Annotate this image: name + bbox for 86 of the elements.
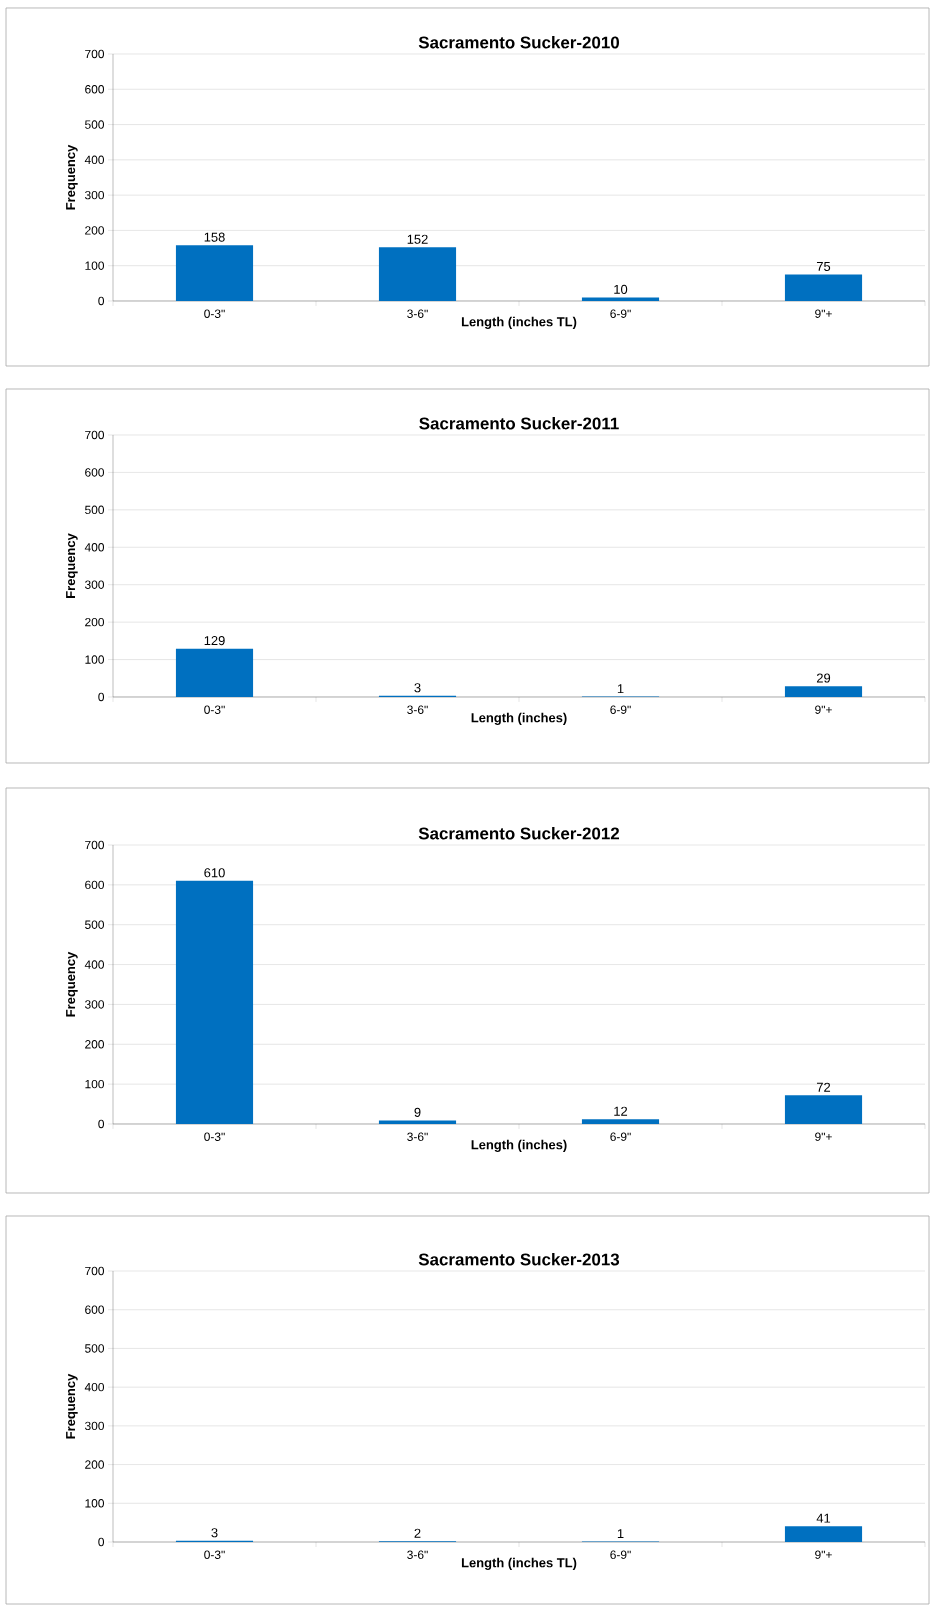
y-axis-title: Frequency	[66, 144, 78, 210]
chart-title: Sacramento Sucker-2012	[418, 827, 620, 840]
y-tick-label: 100	[85, 655, 105, 664]
y-tick-label: 100	[85, 1079, 105, 1089]
y-tick-label: 300	[84, 580, 105, 589]
data-label: 610	[204, 868, 225, 878]
x-tick-label: 0-3"	[204, 309, 225, 318]
x-tick-label: 3-6"	[407, 309, 428, 318]
data-label: 2	[414, 1528, 421, 1538]
y-tick-label: 400	[84, 543, 105, 552]
y-tick-label: 0	[98, 1119, 105, 1129]
x-tick-label: 6-9"	[610, 309, 631, 318]
data-label: 3	[211, 1528, 218, 1538]
x-axis-title: Length (inches)	[471, 712, 567, 725]
x-tick-label: 0-3"	[204, 705, 225, 714]
data-label: 129	[204, 636, 225, 646]
x-axis-title: Length (inches TL)	[461, 1557, 577, 1570]
x-tick-label: 9"+	[815, 705, 832, 714]
data-label: 75	[816, 261, 831, 271]
y-tick-label: 500	[85, 920, 105, 929]
y-tick-label: 600	[85, 880, 105, 890]
y-tick-label: 100	[85, 1499, 105, 1508]
bar	[784, 274, 863, 301]
y-tick-label: 0	[98, 692, 105, 702]
data-label: 41	[816, 1513, 831, 1523]
chart-title: Sacramento Sucker-2010	[418, 36, 619, 49]
y-tick-label: 500	[85, 1344, 105, 1353]
y-tick-label: 700	[85, 49, 105, 59]
x-axis-title: Length (inches TL)	[461, 316, 577, 329]
x-tick-label: 0-3"	[204, 1550, 225, 1559]
x-tick-label: 9"+	[815, 309, 832, 318]
y-tick-label: 300	[84, 1421, 105, 1431]
bar	[581, 297, 660, 301]
x-tick-label: 3-6"	[407, 1550, 428, 1559]
y-tick-label: 700	[85, 430, 105, 440]
chart-title: Sacramento Sucker-2013	[418, 1253, 620, 1266]
y-tick-label: 300	[84, 190, 105, 200]
x-tick-label: 3-6"	[407, 705, 428, 714]
x-tick-label: 6-9"	[610, 1132, 631, 1141]
y-tick-label: 0	[98, 296, 105, 306]
y-tick-label: 200	[85, 226, 105, 235]
y-tick-label: 200	[85, 1460, 105, 1469]
x-tick-label: 0-3"	[204, 1132, 225, 1141]
data-label: 1	[617, 1529, 624, 1539]
bar	[581, 1119, 660, 1124]
y-tick-label: 400	[84, 155, 105, 165]
y-tick-label: 300	[84, 1000, 105, 1009]
bar	[175, 880, 254, 1124]
bar	[175, 245, 254, 301]
data-label: 158	[204, 232, 225, 242]
bar	[784, 686, 863, 697]
bar	[378, 1120, 457, 1124]
y-axis-title: Frequency	[66, 533, 78, 598]
x-tick-label: 6-9"	[610, 705, 631, 714]
bar	[378, 247, 457, 301]
x-axis-title: Length (inches)	[471, 1139, 567, 1152]
chart-title: Sacramento Sucker-2011	[419, 417, 619, 430]
y-tick-label: 600	[85, 1305, 105, 1314]
y-tick-label: 400	[84, 960, 105, 969]
data-label: 29	[816, 673, 831, 683]
data-label: 152	[407, 234, 428, 244]
y-axis-title: Frequency	[66, 951, 78, 1017]
y-tick-label: 200	[85, 1040, 105, 1049]
y-tick-label: 600	[85, 468, 105, 477]
data-label: 12	[614, 1106, 628, 1116]
y-tick-label: 700	[85, 840, 105, 850]
x-tick-label: 3-6"	[407, 1132, 428, 1141]
y-tick-label: 600	[85, 85, 105, 94]
data-label: 3	[414, 683, 421, 693]
x-tick-label: 9"+	[815, 1550, 832, 1559]
y-tick-label: 400	[84, 1382, 105, 1392]
bar	[784, 1095, 863, 1124]
y-tick-label: 200	[85, 617, 105, 627]
data-label: 9	[414, 1107, 421, 1117]
y-tick-label: 0	[98, 1537, 105, 1547]
data-label: 72	[816, 1082, 831, 1092]
y-tick-label: 500	[85, 120, 105, 129]
data-label: 10	[614, 284, 628, 294]
x-tick-label: 6-9"	[610, 1550, 631, 1559]
y-tick-label: 500	[85, 505, 105, 515]
y-tick-label: 700	[85, 1266, 105, 1276]
y-tick-label: 100	[85, 261, 105, 270]
bar	[175, 648, 254, 697]
x-tick-label: 9"+	[815, 1132, 832, 1141]
y-axis-title: Frequency	[66, 1373, 78, 1439]
data-label: 1	[617, 684, 624, 694]
